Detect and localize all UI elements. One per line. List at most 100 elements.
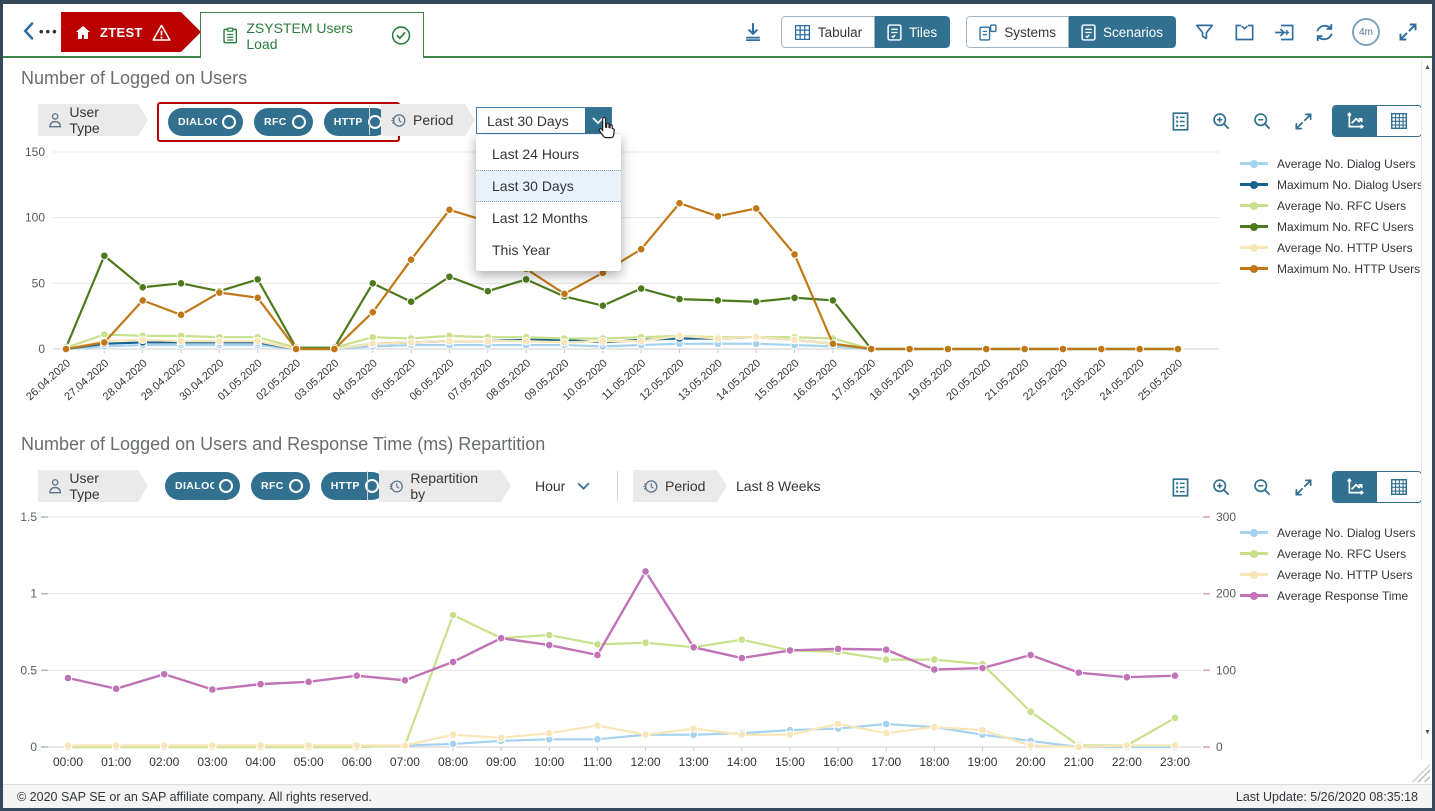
- warning-icon: [152, 24, 171, 41]
- pill-label: RFC: [261, 480, 284, 492]
- svg-text:25.05.2020: 25.05.2020: [1136, 357, 1185, 403]
- legend-item[interactable]: Maximum No. RFC Users: [1240, 216, 1423, 237]
- grid-icon: [794, 24, 810, 40]
- view-button-scenarios[interactable]: Scenarios: [1068, 16, 1176, 48]
- dropdown-option[interactable]: Last 24 Hours: [492, 146, 580, 162]
- combobox-dropdown-button[interactable]: [585, 108, 611, 133]
- legend-item[interactable]: Average Response Time: [1240, 585, 1416, 606]
- legend-label: Average No. RFC Users: [1277, 546, 1407, 561]
- toggle-circle-icon: [364, 479, 379, 493]
- legend-toggle-button[interactable]: [1168, 109, 1192, 133]
- svg-text:1.5: 1.5: [20, 510, 37, 524]
- svg-text:18.05.2020: 18.05.2020: [868, 357, 917, 403]
- tab-zsystem-users-load[interactable]: ZSYSTEM Users Load: [200, 12, 424, 58]
- expand-chart-button[interactable]: [1291, 475, 1315, 499]
- toggle-circle-icon: [219, 479, 233, 493]
- svg-text:22:00: 22:00: [1112, 755, 1142, 767]
- svg-text:01.05.2020: 01.05.2020: [216, 357, 265, 403]
- chart2-users-response-time[interactable]: 0 0 0.5 100 1 200 1.5 300 00:00 01:00 02:00 03:00 04…: [15, 509, 1245, 767]
- svg-text:28.04.2020: 28.04.2020: [101, 357, 150, 403]
- zoom-out-button[interactable]: [1250, 475, 1274, 499]
- view-button-tabular[interactable]: Tabular: [780, 16, 876, 48]
- svg-text:11.05.2020: 11.05.2020: [600, 357, 648, 402]
- table-view-button[interactable]: [1377, 106, 1421, 136]
- chart-view-button[interactable]: [1333, 106, 1377, 136]
- legend-item[interactable]: Average No. RFC Users: [1240, 543, 1416, 564]
- layout-toggle-group: Tabular Tiles: [780, 16, 951, 48]
- svg-text:24.05.2020: 24.05.2020: [1098, 357, 1147, 403]
- svg-text:02:00: 02:00: [149, 755, 179, 767]
- period-combobox[interactable]: Last 30 Days: [476, 107, 612, 134]
- user-type-attention-box: DIALOG RFC HTTP: [157, 102, 400, 142]
- legend-label: Average No. RFC Users: [1277, 198, 1407, 213]
- scope-toggle-group: Systems Scenarios: [966, 16, 1176, 48]
- toggle-circle-icon: [367, 115, 382, 129]
- chart1-toolbar: [1168, 105, 1422, 137]
- view-label: Systems: [1004, 24, 1056, 40]
- user-type-pill-rfc[interactable]: RFC: [251, 472, 310, 500]
- validate-card-button[interactable]: [1232, 20, 1256, 44]
- card-add-icon: [1274, 24, 1293, 40]
- view-label: Tabular: [817, 24, 863, 40]
- chart1-logged-on-users[interactable]: 0 50 100 150 26.04.2020 27.04.2020 28.04.2020 2…: [15, 144, 1230, 416]
- svg-text:19.05.2020: 19.05.2020: [906, 357, 955, 403]
- svg-text:100: 100: [25, 211, 45, 225]
- user-type-pill-rfc[interactable]: RFC: [254, 108, 313, 136]
- tab-ztest[interactable]: ZTEST: [61, 12, 201, 52]
- svg-text:22.05.2020: 22.05.2020: [1021, 357, 1070, 403]
- table-view-button[interactable]: [1377, 472, 1421, 502]
- user-type-pill-http[interactable]: HTTP: [323, 108, 389, 136]
- legend-item[interactable]: Maximum No. HTTP Users: [1240, 258, 1423, 279]
- chart-view-button[interactable]: [1333, 472, 1377, 502]
- repartition-filter-chip: Repartition by: [379, 470, 511, 502]
- fullscreen-button[interactable]: [1396, 20, 1420, 44]
- refresh-button[interactable]: [1312, 20, 1336, 44]
- dropdown-option[interactable]: Last 12 Months: [492, 210, 588, 226]
- user-type-pill-dialog[interactable]: DIALOG: [165, 472, 240, 500]
- svg-text:1: 1: [30, 587, 37, 601]
- overflow-menu-button[interactable]: •••: [39, 24, 59, 39]
- pill-label: HTTP: [333, 116, 363, 128]
- expand-chart-button[interactable]: [1291, 109, 1315, 133]
- scroll-down-icon[interactable]: ▼: [1424, 729, 1431, 736]
- legend-item[interactable]: Average No. RFC Users: [1240, 195, 1423, 216]
- filter-button[interactable]: [1192, 20, 1216, 44]
- user-type-pill-http[interactable]: HTTP: [320, 472, 386, 500]
- zoom-in-button[interactable]: [1209, 109, 1233, 133]
- pill-label: DIALOG: [178, 116, 217, 128]
- section1-title: Number of Logged on Users: [21, 68, 248, 88]
- scroll-up-icon[interactable]: ▲: [1424, 64, 1431, 71]
- pill-label: RFC: [264, 116, 287, 128]
- legend-toggle-button[interactable]: [1168, 475, 1192, 499]
- top-bar: ••• ZTEST ZSYSTEM Users Load Tabular: [3, 4, 1432, 58]
- user-type-pill-dialog[interactable]: DIALOG: [168, 108, 243, 136]
- legend-item[interactable]: Average No. Dialog Users: [1240, 153, 1423, 174]
- view-button-systems[interactable]: Systems: [966, 16, 1069, 48]
- svg-text:15.05.2020: 15.05.2020: [753, 357, 802, 403]
- resize-grip[interactable]: [1412, 764, 1430, 782]
- zoom-out-button[interactable]: [1250, 109, 1274, 133]
- view-button-tiles[interactable]: Tiles: [875, 16, 951, 48]
- legend-item[interactable]: Average No. HTTP Users: [1240, 564, 1416, 585]
- vertical-scrollbar[interactable]: ▲ ▼: [1421, 60, 1432, 760]
- fullscreen-icon: [1399, 23, 1417, 41]
- top-toolbar: Tabular Tiles Systems Scenarios: [741, 16, 1420, 48]
- auto-refresh-timer-badge[interactable]: 4m: [1352, 18, 1380, 46]
- svg-text:11:00: 11:00: [583, 755, 612, 767]
- user-type-pills-2: DIALOG RFC HTTP: [165, 472, 386, 500]
- download-button[interactable]: [741, 20, 765, 44]
- repartition-select[interactable]: Hour: [535, 470, 590, 502]
- dropdown-option-selected[interactable]: Last 30 Days: [476, 170, 621, 202]
- legend-swatch: [1240, 243, 1268, 252]
- last-update-text: Last Update: 5/26/2020 08:35:18: [1235, 789, 1418, 804]
- legend-item[interactable]: Average No. HTTP Users: [1240, 237, 1423, 258]
- zoom-in-button[interactable]: [1209, 475, 1233, 499]
- dropdown-option[interactable]: This Year: [492, 242, 551, 258]
- svg-text:26.04.2020: 26.04.2020: [24, 357, 73, 403]
- chevron-left-icon: [23, 22, 34, 40]
- divider: [617, 471, 618, 501]
- legend-item[interactable]: Average No. Dialog Users: [1240, 522, 1416, 543]
- back-button[interactable]: [19, 21, 39, 41]
- legend-item[interactable]: Maximum No. Dialog Users: [1240, 174, 1423, 195]
- add-card-button[interactable]: [1272, 20, 1296, 44]
